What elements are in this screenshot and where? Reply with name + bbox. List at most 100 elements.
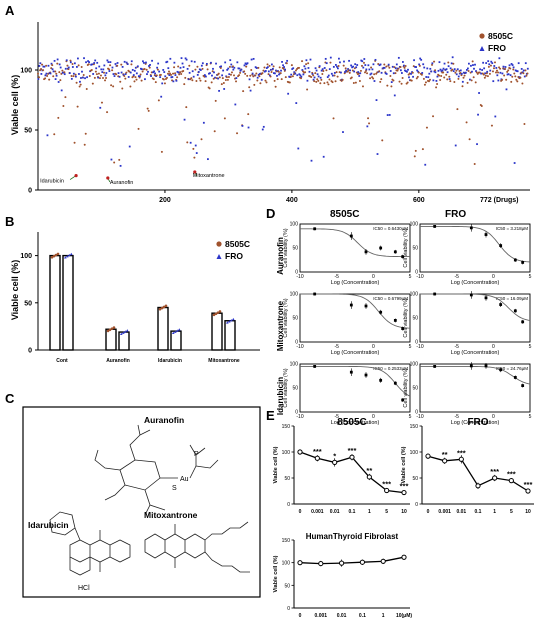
point-fro [218, 89, 220, 92]
point-fro [380, 71, 383, 74]
point-8505c [366, 72, 369, 75]
point-8505c [79, 83, 82, 86]
point-8505c [423, 83, 426, 86]
dose-data-point [379, 378, 383, 382]
panel-e-ytick-label: 50 [284, 583, 290, 589]
point-fro [369, 73, 372, 76]
point-fro [228, 73, 231, 76]
point-fro [261, 128, 264, 131]
point-8505c [490, 124, 493, 127]
panel-e-ytick-label: 100 [282, 561, 291, 567]
point-8505c [429, 78, 431, 81]
point-8505c [314, 72, 317, 75]
point-8505c [471, 60, 474, 63]
point-fro [520, 68, 523, 70]
dose-ylabel: Cell viability (%) [403, 228, 409, 267]
point-fro [462, 71, 465, 74]
point-fro [325, 62, 328, 65]
point-fro [335, 65, 338, 68]
point-8505c [443, 76, 446, 79]
point-8505c [474, 81, 477, 84]
dose-ytick-label: 100 [410, 292, 419, 298]
bar-replicate-point [122, 331, 125, 334]
panel-e-xtick-label: 0.01 [456, 509, 466, 515]
point-fro [353, 70, 356, 73]
point-fro [114, 63, 117, 65]
point-fro [392, 72, 395, 75]
point-8505c [236, 132, 239, 135]
point-fro [430, 70, 433, 73]
point-8505c [78, 85, 81, 88]
point-fro [273, 72, 275, 75]
point-fro [118, 75, 121, 78]
point-fro [144, 78, 146, 81]
point-8505c [112, 85, 115, 88]
point-8505c [160, 150, 163, 153]
point-fro [330, 72, 333, 75]
point-8505c [503, 74, 506, 77]
point-fro [244, 62, 247, 65]
dose-xtick-label: -10 [416, 344, 423, 350]
point-fro [237, 67, 240, 70]
panel-d-row-labels: Auranofin Mitoxantrone Idarubicin [276, 237, 285, 415]
point-fro [492, 80, 495, 83]
point-8505c [362, 61, 365, 64]
point-8505c [66, 64, 69, 67]
point-fro [363, 58, 366, 60]
point-fro [130, 60, 133, 63]
point-fro [163, 71, 166, 73]
bar-replicate-point [174, 330, 177, 333]
panel-e-point [401, 554, 407, 560]
point-8505c [431, 63, 434, 66]
point-8505c [226, 78, 229, 81]
point-fro [522, 69, 525, 72]
point-fro [370, 72, 373, 75]
point-8505c [322, 69, 325, 72]
point-fro [357, 71, 360, 73]
point-fro [339, 61, 341, 64]
point-fro [499, 71, 502, 74]
panel-a-xtick-label: 600 [413, 197, 425, 204]
point-fro [397, 56, 400, 59]
point-fro [236, 61, 239, 64]
point-8505c [180, 72, 183, 75]
dose-data-point [513, 258, 517, 262]
dose-data-point [379, 310, 383, 314]
dose-data-point [513, 376, 517, 379]
point-8505c [194, 68, 197, 71]
point-8505c [204, 80, 207, 83]
panel-e-point [359, 559, 365, 565]
point-fro [351, 66, 354, 69]
dose-xtick-label: 0 [492, 344, 495, 350]
bar-replicate-point [218, 310, 222, 313]
dose-ytick-label: 100 [290, 222, 299, 228]
point-8505c [289, 75, 292, 78]
point-fro [514, 69, 517, 72]
point-8505c [225, 76, 228, 79]
point-fro [208, 72, 210, 75]
point-fro [477, 113, 479, 116]
point-fro [211, 74, 213, 77]
point-fro [310, 159, 313, 162]
point-8505c [396, 69, 399, 72]
point-8505c [394, 72, 397, 75]
point-8505c [97, 72, 100, 75]
point-fro [302, 73, 305, 76]
panel-e-ytick-label: 50 [284, 476, 290, 482]
point-fro [235, 77, 238, 79]
dose-plot-frame [299, 223, 411, 273]
auranofin-au-atom: Au [180, 476, 189, 483]
point-8505c [88, 74, 91, 77]
point-fro [99, 106, 102, 109]
dose-fit-curve [300, 228, 410, 258]
point-8505c [177, 65, 180, 68]
point-fro [421, 72, 424, 74]
point-8505c [495, 71, 498, 74]
point-8505c [173, 66, 176, 69]
point-fro [241, 125, 244, 127]
point-8505c [137, 127, 140, 130]
panel-e-ytick-label: 150 [282, 424, 291, 430]
legend-8505c-marker [479, 33, 485, 39]
point-fro [128, 145, 131, 148]
